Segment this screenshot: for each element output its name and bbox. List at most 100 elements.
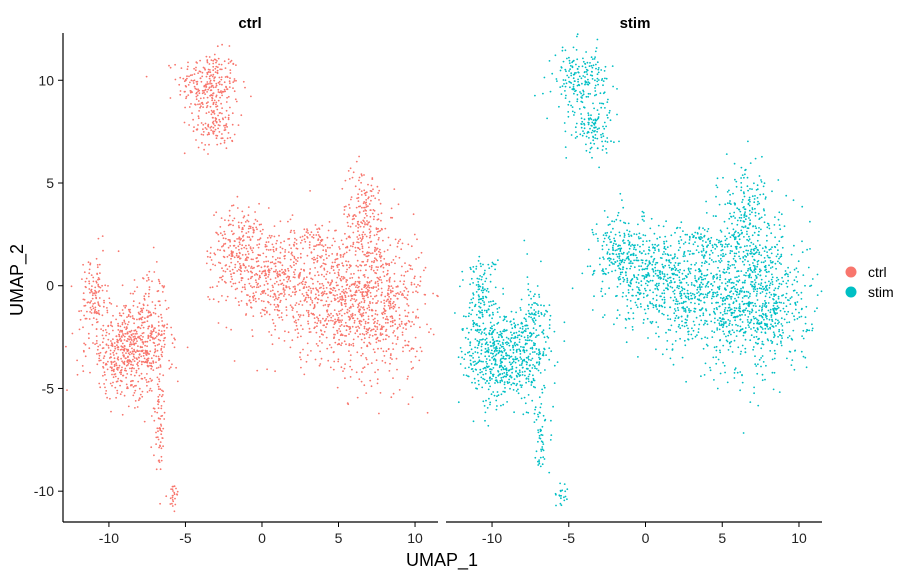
point-ctrl xyxy=(310,277,312,280)
point-ctrl xyxy=(112,338,114,341)
point-ctrl xyxy=(146,360,149,363)
point-ctrl xyxy=(282,288,285,291)
point-ctrl xyxy=(114,347,117,350)
point-ctrl xyxy=(383,302,386,304)
point-stim xyxy=(661,292,664,295)
point-stim xyxy=(682,306,685,308)
point-ctrl xyxy=(222,244,225,247)
point-ctrl xyxy=(160,347,163,350)
point-ctrl xyxy=(390,285,393,287)
point-stim xyxy=(625,267,628,270)
point-stim xyxy=(652,247,654,249)
point-stim xyxy=(798,316,801,318)
point-stim xyxy=(654,288,657,290)
point-stim xyxy=(633,266,636,269)
point-stim xyxy=(627,289,630,291)
point-stim xyxy=(704,286,707,288)
point-ctrl xyxy=(350,295,353,298)
point-stim xyxy=(642,243,644,246)
point-stim xyxy=(587,131,590,134)
point-stim xyxy=(568,100,571,103)
point-stim xyxy=(669,282,671,284)
point-ctrl xyxy=(414,355,417,358)
point-ctrl xyxy=(212,65,215,68)
point-ctrl xyxy=(408,264,411,266)
point-stim xyxy=(586,61,589,64)
point-ctrl xyxy=(215,84,218,87)
point-stim xyxy=(669,306,671,309)
point-ctrl xyxy=(217,88,220,91)
point-ctrl xyxy=(358,322,361,325)
point-ctrl xyxy=(339,298,342,301)
point-ctrl xyxy=(263,274,266,277)
point-ctrl xyxy=(159,339,162,342)
point-stim xyxy=(726,245,729,248)
point-ctrl xyxy=(133,318,136,320)
point-stim xyxy=(562,60,565,63)
point-ctrl xyxy=(147,327,150,330)
point-ctrl xyxy=(344,321,347,324)
point-ctrl xyxy=(354,300,357,303)
point-ctrl xyxy=(323,330,326,333)
point-ctrl xyxy=(202,123,205,126)
point-ctrl xyxy=(123,326,126,329)
point-ctrl xyxy=(256,244,258,246)
point-ctrl xyxy=(220,68,223,71)
point-stim xyxy=(693,324,696,326)
point-stim xyxy=(662,282,665,285)
point-ctrl xyxy=(292,276,295,278)
point-stim xyxy=(585,68,588,71)
point-ctrl xyxy=(94,302,96,305)
point-stim xyxy=(738,275,740,277)
point-ctrl xyxy=(84,280,87,283)
point-stim xyxy=(747,321,749,323)
point-stim xyxy=(618,267,621,270)
point-ctrl xyxy=(406,298,409,301)
point-stim xyxy=(592,102,594,105)
point-stim xyxy=(768,287,771,289)
point-stim xyxy=(641,274,644,277)
point-stim xyxy=(750,301,752,304)
point-ctrl xyxy=(341,342,343,344)
point-ctrl xyxy=(161,285,164,287)
point-ctrl xyxy=(355,286,357,288)
point-ctrl xyxy=(320,239,323,242)
point-stim xyxy=(663,301,666,303)
point-stim xyxy=(694,275,696,277)
point-ctrl xyxy=(351,218,354,221)
point-stim xyxy=(729,265,732,267)
point-stim xyxy=(770,323,772,326)
point-ctrl xyxy=(410,361,413,363)
point-ctrl xyxy=(267,241,270,243)
point-ctrl xyxy=(363,341,365,344)
point-stim xyxy=(706,274,709,276)
point-ctrl xyxy=(136,340,138,342)
point-ctrl xyxy=(406,294,409,296)
point-ctrl xyxy=(283,295,285,297)
point-ctrl xyxy=(202,97,205,99)
point-stim xyxy=(619,192,622,195)
point-stim xyxy=(688,308,690,310)
point-stim xyxy=(597,71,600,74)
point-stim xyxy=(582,90,585,93)
point-stim xyxy=(754,281,757,284)
point-stim xyxy=(653,232,656,235)
point-ctrl xyxy=(354,254,357,256)
point-stim xyxy=(715,356,717,358)
point-ctrl xyxy=(109,353,112,355)
point-ctrl xyxy=(327,319,330,322)
point-stim xyxy=(710,320,713,323)
point-ctrl xyxy=(414,275,416,278)
point-stim xyxy=(763,287,766,290)
point-stim xyxy=(568,80,571,83)
point-stim xyxy=(771,318,773,321)
point-ctrl xyxy=(367,196,370,199)
point-ctrl xyxy=(378,199,380,201)
point-ctrl xyxy=(125,326,128,328)
point-stim xyxy=(766,254,769,257)
point-ctrl xyxy=(355,225,357,227)
point-ctrl xyxy=(116,338,119,341)
point-stim xyxy=(602,145,604,148)
point-ctrl xyxy=(237,301,240,303)
point-stim xyxy=(546,117,548,120)
